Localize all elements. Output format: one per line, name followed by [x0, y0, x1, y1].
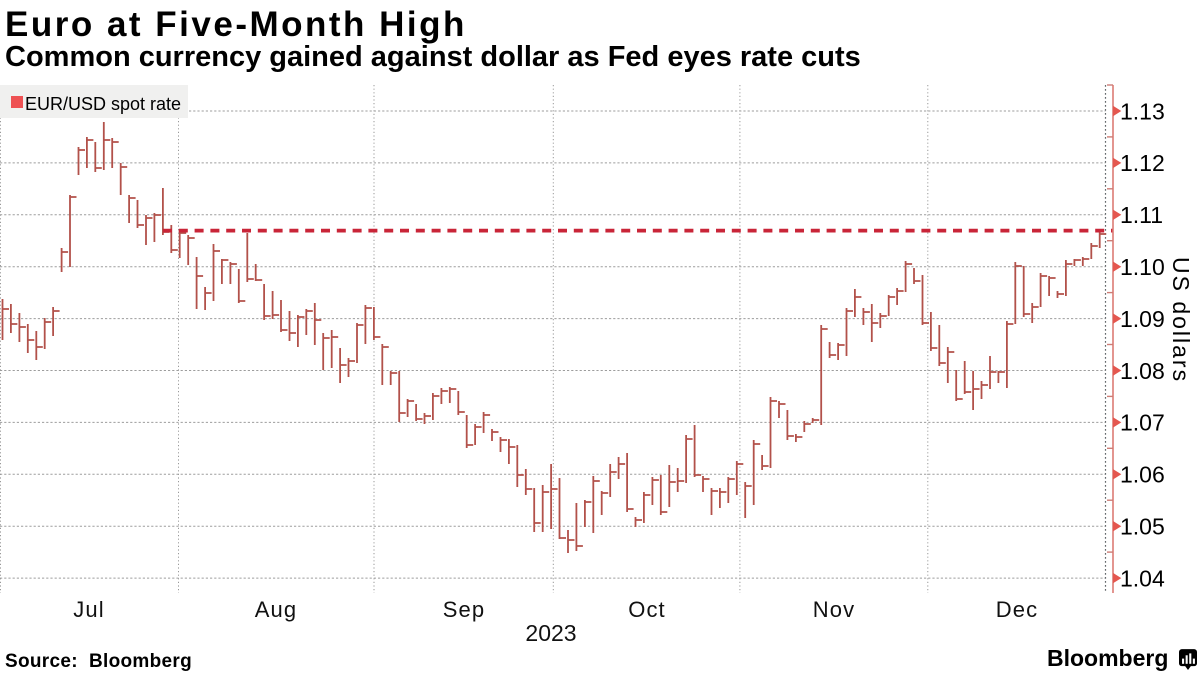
svg-text:1.12: 1.12: [1120, 150, 1165, 176]
svg-text:1.09: 1.09: [1120, 306, 1165, 332]
svg-text:1.04: 1.04: [1120, 565, 1165, 591]
svg-text:1.05: 1.05: [1120, 514, 1165, 540]
svg-text:1.11: 1.11: [1120, 202, 1163, 228]
svg-text:1.07: 1.07: [1120, 410, 1165, 436]
svg-text:1.13: 1.13: [1120, 98, 1165, 124]
svg-text:1.06: 1.06: [1120, 462, 1165, 488]
svg-text:US dollars: US dollars: [1168, 257, 1194, 383]
svg-text:1.08: 1.08: [1120, 358, 1165, 384]
svg-text:1.10: 1.10: [1120, 254, 1165, 280]
